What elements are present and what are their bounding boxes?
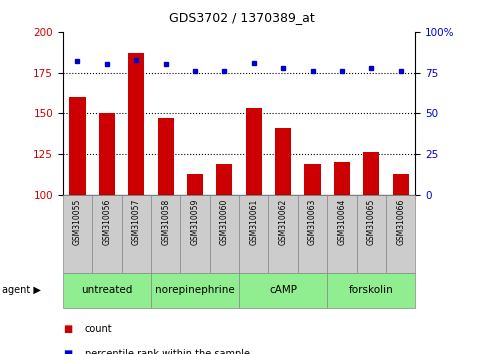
Bar	[187, 173, 203, 195]
Bar	[151, 273, 239, 308]
Text: GDS3702 / 1370389_at: GDS3702 / 1370389_at	[169, 11, 314, 24]
Text: GSM310055: GSM310055	[73, 199, 82, 245]
Text: GSM310066: GSM310066	[396, 199, 405, 245]
Bar	[122, 195, 151, 273]
Text: norepinephrine: norepinephrine	[155, 285, 235, 295]
Text: GSM310058: GSM310058	[161, 199, 170, 245]
Bar	[157, 118, 174, 195]
Bar	[275, 128, 291, 195]
Bar	[70, 97, 85, 195]
Text: ■: ■	[63, 349, 72, 354]
Text: GSM310063: GSM310063	[308, 199, 317, 245]
Bar	[210, 195, 239, 273]
Text: GSM310061: GSM310061	[249, 199, 258, 245]
Text: GSM310059: GSM310059	[190, 199, 199, 245]
Bar	[63, 273, 151, 308]
Bar	[239, 273, 327, 308]
Bar	[386, 195, 415, 273]
Bar	[363, 152, 379, 195]
Text: ■: ■	[63, 324, 72, 334]
Bar	[356, 195, 386, 273]
Bar	[334, 162, 350, 195]
Text: GSM310056: GSM310056	[102, 199, 112, 245]
Text: untreated: untreated	[81, 285, 132, 295]
Bar	[269, 195, 298, 273]
Bar	[63, 195, 92, 273]
Text: GSM310062: GSM310062	[279, 199, 288, 245]
Text: GSM310064: GSM310064	[338, 199, 346, 245]
Bar	[151, 195, 180, 273]
Text: GSM310065: GSM310065	[367, 199, 376, 245]
Bar	[99, 113, 115, 195]
Bar	[327, 195, 356, 273]
Bar	[246, 108, 262, 195]
Bar	[239, 195, 269, 273]
Text: agent ▶: agent ▶	[2, 285, 41, 295]
Bar	[92, 195, 122, 273]
Text: count: count	[85, 324, 112, 334]
Bar	[327, 273, 415, 308]
Bar	[304, 164, 321, 195]
Text: percentile rank within the sample: percentile rank within the sample	[85, 349, 250, 354]
Text: cAMP: cAMP	[269, 285, 297, 295]
Text: forskolin: forskolin	[349, 285, 394, 295]
Text: GSM310060: GSM310060	[220, 199, 229, 245]
Bar	[216, 164, 232, 195]
Bar	[298, 195, 327, 273]
Bar	[393, 173, 409, 195]
Bar	[180, 195, 210, 273]
Bar	[128, 53, 144, 195]
Text: GSM310057: GSM310057	[132, 199, 141, 245]
